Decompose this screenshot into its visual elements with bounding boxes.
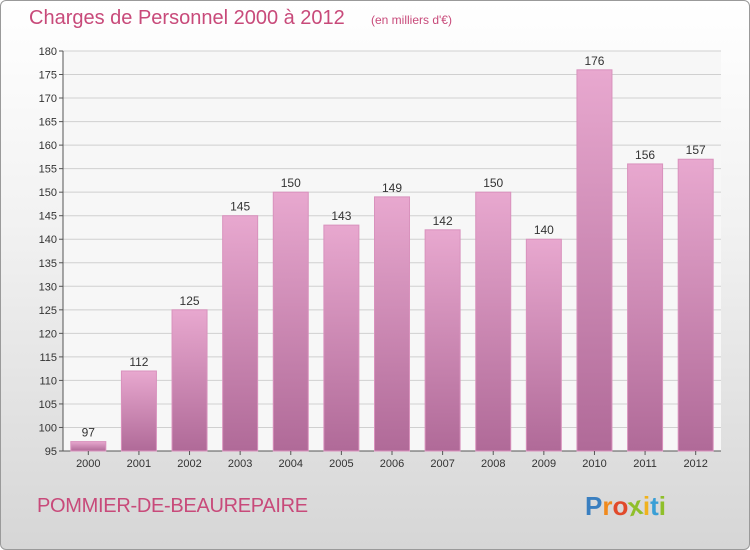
x-tick-label: 2005 [329,458,353,470]
x-tick-label: 2006 [380,458,404,470]
x-tick-label: 2008 [481,458,505,470]
y-tick-label: 105 [39,399,57,411]
bar [272,191,309,452]
x-tick-label: 2007 [430,458,454,470]
data-label: 150 [483,176,503,190]
data-label: 142 [433,214,453,228]
logo-letter: P [585,491,603,521]
y-tick-label: 145 [39,211,57,223]
x-tick-label: 2010 [582,458,606,470]
y-tick-label: 175 [39,70,57,82]
data-label: 150 [281,176,301,190]
bar [475,191,512,452]
bar [374,196,410,452]
bar [222,215,259,452]
y-tick-label: 165 [39,117,57,129]
x-tick-label: 2004 [279,458,303,470]
y-tick-label: 140 [39,234,57,246]
bar [627,163,664,452]
y-tick-label: 95 [45,446,57,458]
commune-name: POMMIER-DE-BEAUREPAIRE [37,495,308,517]
y-tick-label: 155 [39,164,57,176]
data-label: 157 [686,143,706,157]
bar [120,370,157,452]
logo-letter: i [642,491,651,521]
x-tick-label: 2001 [127,458,151,470]
x-tick-label: 2011 [633,458,657,470]
bar [576,69,613,452]
x-tick-label: 2009 [532,458,556,470]
y-tick-label: 115 [39,352,57,364]
y-tick-label: 170 [39,93,57,105]
x-tick-label: 2000 [76,458,100,470]
y-tick-label: 125 [39,305,57,317]
data-label: 140 [534,223,554,237]
data-label: 112 [129,355,148,369]
y-tick-label: 160 [39,140,57,152]
bar [525,238,562,452]
y-tick-label: 180 [39,46,57,58]
logo-letter: t [650,491,659,521]
y-tick-label: 135 [39,258,57,270]
y-tick-label: 150 [39,187,57,199]
data-label: 125 [180,294,200,308]
y-tick-label: 120 [39,328,57,340]
chart-unit: (en milliers d'€) [371,13,452,27]
proxiti-logo[interactable]: Proxiti [585,490,666,522]
y-tick-label: 100 [39,422,57,434]
chart-title: Charges de Personnel 2000 à 2012 [29,7,345,29]
bar [677,158,714,452]
logo-letter: r [602,491,613,521]
data-label: 156 [635,148,655,162]
data-label: 149 [382,181,402,195]
bar [424,229,461,452]
data-label: 143 [331,209,351,223]
logo-letter: o [612,491,629,521]
bar [171,309,208,452]
x-tick-label: 2002 [177,458,201,470]
logo-letter: i [658,491,666,521]
y-tick-label: 130 [39,281,57,293]
y-tick-label: 110 [39,375,57,387]
bar [70,441,107,452]
data-label: 145 [230,200,250,214]
data-label: 97 [82,426,96,440]
x-tick-label: 2012 [683,458,707,470]
data-label: 176 [584,54,604,68]
bar [323,224,360,452]
x-tick-label: 2003 [228,458,252,470]
